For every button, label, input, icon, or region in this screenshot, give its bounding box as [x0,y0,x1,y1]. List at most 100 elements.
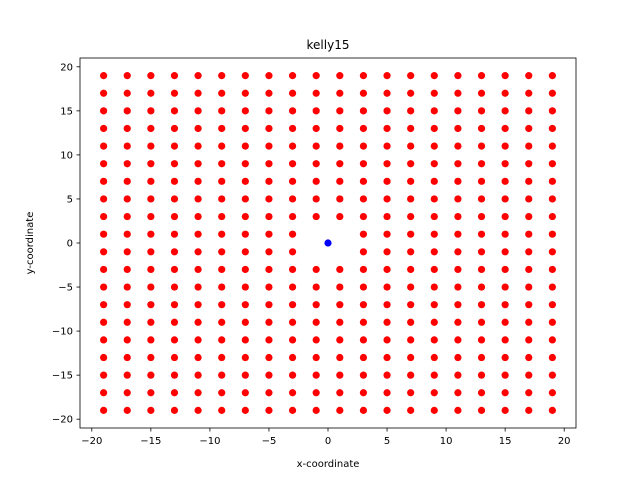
scatter-point [194,124,202,133]
scatter-point [147,107,155,115]
scatter-point [430,230,438,238]
scatter-point [265,195,273,203]
scatter-point [147,124,155,133]
scatter-point [288,142,297,150]
scatter-point [241,353,249,362]
scatter-point [147,265,155,274]
scatter-point [454,124,462,133]
scatter-point [147,195,155,203]
scatter-point [336,283,344,291]
scatter-point [548,406,556,414]
scatter-point [525,301,533,309]
scatter-point [525,248,533,256]
scatter-point [359,124,368,133]
x-tick-label: −5 [262,436,277,447]
scatter-point [548,230,556,238]
scatter-point [147,353,155,362]
scatter-point [477,265,486,274]
scatter-point [548,195,556,203]
scatter-point [383,336,391,344]
scatter-point [312,142,320,150]
scatter-point [170,177,179,185]
scatter-point [359,107,368,115]
scatter-point [218,336,226,344]
scatter-point [123,283,131,291]
y-tick-label: 15 [60,106,73,117]
scatter-point [336,142,344,150]
scatter-point [288,72,297,80]
scatter-point [170,230,179,238]
scatter-point [218,389,226,397]
scatter-point [477,107,486,115]
scatter-point [407,248,415,256]
scatter-point [265,177,273,185]
scatter-point [312,371,320,379]
scatter-point [407,353,415,362]
x-tick-label: 10 [440,436,453,447]
scatter-point [100,353,108,362]
scatter-point [218,283,226,291]
scatter-point [430,160,438,168]
scatter-point [359,160,368,168]
scatter-point [501,142,509,150]
scatter-point [312,177,320,185]
scatter-point [265,124,273,133]
scatter-point [288,336,297,344]
scatter-point [454,318,462,326]
scatter-point [123,318,131,326]
scatter-point [241,177,249,185]
scatter-point [147,371,155,379]
scatter-point [147,89,155,97]
scatter-point [218,406,226,414]
scatter-point [241,142,249,150]
scatter-point [359,230,368,238]
scatter-point [123,371,131,379]
scatter-point [241,89,249,97]
scatter-point [501,265,509,274]
scatter-point [241,124,249,133]
scatter-point [288,107,297,115]
y-tick-label: −15 [52,371,73,382]
scatter-point [265,160,273,168]
scatter-point [147,301,155,309]
scatter-point [525,406,533,414]
scatter-point [525,353,533,362]
scatter-point [336,406,344,414]
scatter-point [336,265,344,274]
scatter-point [383,283,391,291]
scatter-point [525,283,533,291]
scatter-point [359,177,368,185]
scatter-point [454,89,462,97]
scatter-point [454,72,462,80]
scatter-point [548,301,556,309]
scatter-point [288,160,297,168]
scatter-point [383,389,391,397]
scatter-point [548,107,556,115]
scatter-point [147,283,155,291]
scatter-point [501,389,509,397]
scatter-point [501,283,509,291]
scatter-point [288,283,297,291]
scatter-point [407,107,415,115]
scatter-point [218,160,226,168]
scatter-point [241,195,249,203]
scatter-point [170,283,179,291]
scatter-point [407,124,415,133]
scatter-point [194,248,202,256]
scatter-point [383,89,391,97]
scatter-point [218,371,226,379]
scatter-point [123,406,131,414]
scatter-point [430,353,438,362]
scatter-point [170,318,179,326]
scatter-point [501,406,509,414]
scatter-point [407,142,415,150]
scatter-point [407,336,415,344]
y-tick-label: −20 [52,415,73,426]
scatter-point [336,89,344,97]
scatter-point [147,212,155,221]
y-tick-label: −10 [52,327,73,338]
scatter-point [477,160,486,168]
scatter-point [501,177,509,185]
scatter-point [100,283,108,291]
